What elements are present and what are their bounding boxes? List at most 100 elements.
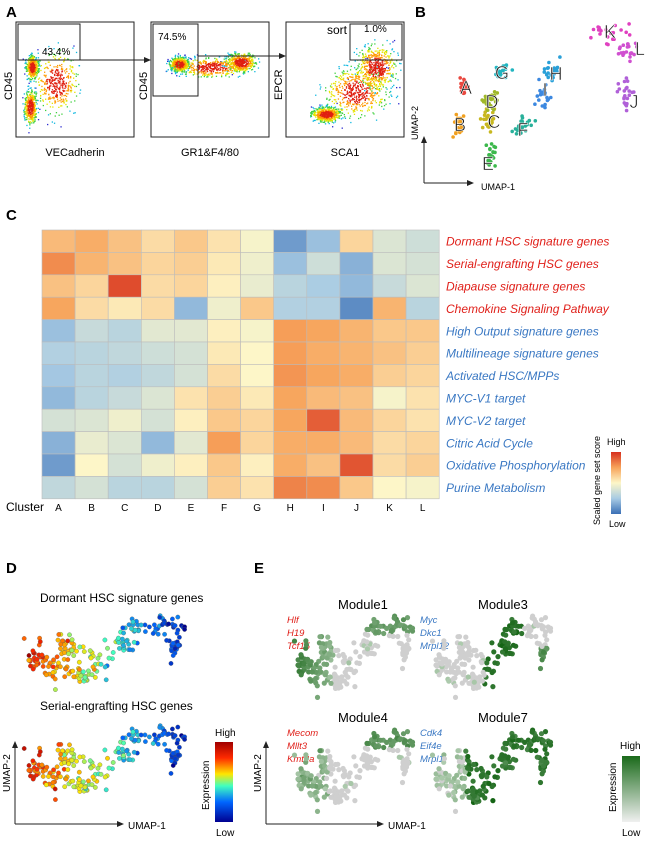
flow-dot — [26, 97, 29, 99]
flow-dot — [61, 105, 63, 107]
flow-dot — [181, 59, 183, 62]
flow-dot — [222, 62, 224, 65]
flow-dot — [379, 53, 381, 55]
flow-dot — [226, 69, 228, 71]
flow-dot — [353, 94, 356, 96]
flow-dot — [174, 60, 176, 63]
flow-dot — [373, 70, 375, 72]
flow-dot — [319, 115, 321, 117]
heatmap-cell — [273, 364, 308, 388]
flow-dot — [364, 53, 367, 55]
flow-dot — [169, 64, 172, 66]
flow-dot — [223, 70, 225, 72]
flow-dot — [220, 61, 223, 64]
flow-dot — [31, 57, 34, 59]
flow-dot — [231, 63, 234, 65]
flow-dot — [30, 108, 32, 110]
flow-dot — [328, 106, 330, 108]
flow-dot — [385, 61, 388, 63]
umap-dot — [152, 732, 157, 738]
flow-dot — [389, 68, 391, 70]
flow-dot — [252, 58, 254, 60]
flow-dot — [357, 71, 360, 73]
flow-dot — [56, 95, 58, 97]
flow-dot — [50, 76, 52, 78]
flow-dot — [364, 98, 367, 100]
heatmap — [41, 229, 440, 500]
flow-dot — [31, 122, 33, 124]
umap-dot — [71, 763, 77, 768]
flow-dot — [72, 84, 74, 87]
flow-dot — [384, 68, 386, 70]
flow-dot — [369, 48, 371, 50]
flow-dot — [57, 88, 60, 90]
flow-dot — [31, 69, 33, 71]
flow-dot — [234, 61, 236, 63]
flow-dot — [382, 62, 384, 64]
flow-dot — [370, 67, 372, 69]
flow-dot — [327, 117, 329, 120]
flow-dot — [190, 58, 193, 60]
flow-dot — [360, 109, 362, 112]
flow-dot — [33, 113, 36, 115]
flow-dot — [216, 64, 218, 66]
flow-dot — [374, 100, 376, 102]
flow-dot — [65, 84, 67, 86]
flow-dot — [370, 56, 373, 58]
flow-dot — [336, 111, 338, 113]
heatmap-cell — [306, 364, 341, 388]
flow-dot — [356, 72, 358, 74]
flow-dot — [379, 58, 381, 60]
flow-dot — [32, 116, 34, 119]
flow-dot — [375, 73, 377, 75]
flow-dot — [339, 83, 342, 85]
flow-dot — [366, 78, 368, 81]
flow-dot — [216, 61, 219, 63]
flow-dot — [352, 88, 354, 90]
flow-dot — [31, 70, 33, 72]
flow-dot — [319, 105, 322, 107]
flow-dot — [378, 50, 380, 52]
umap-dot — [124, 638, 130, 644]
flow-dot — [343, 101, 345, 103]
flow-dot — [234, 68, 236, 70]
flow-dot — [205, 72, 207, 74]
heatmap-cell — [405, 431, 440, 455]
umap-cluster-dot — [542, 70, 547, 74]
flow-dot — [330, 86, 332, 88]
umap-cluster-dot — [487, 157, 491, 161]
flow-dot — [247, 71, 249, 73]
flow-dot — [347, 78, 349, 80]
flow-dot — [379, 90, 381, 92]
flow-dot — [58, 72, 60, 74]
flow-arrow-2 — [279, 53, 286, 59]
flow-dot — [325, 115, 327, 117]
flow-dot — [194, 73, 196, 75]
flow-dot — [54, 71, 56, 73]
flow-dot — [219, 69, 221, 71]
flow-dot — [334, 119, 337, 122]
flow-dot — [29, 121, 32, 123]
flow-dot — [51, 71, 53, 73]
flow-dot — [246, 69, 248, 71]
flow-dot — [26, 109, 29, 111]
flow-dot — [217, 72, 219, 74]
flow-dot — [43, 89, 45, 91]
flow-dot — [26, 75, 28, 77]
umap-cluster-dot — [485, 161, 490, 166]
flow-dot — [204, 65, 206, 68]
flow-dot — [33, 122, 35, 124]
flow-dot — [194, 69, 196, 71]
flow-dot — [317, 112, 319, 114]
flow-dot — [45, 89, 48, 91]
flow-dot — [370, 72, 372, 75]
flow-dot — [355, 77, 357, 80]
umap-dot — [95, 655, 101, 661]
umap-dot — [56, 660, 61, 666]
flow-dot — [357, 85, 359, 87]
flow-dot — [32, 120, 34, 122]
flow-dot — [312, 120, 314, 122]
flow-dot — [361, 114, 363, 116]
flow-dot — [317, 115, 319, 117]
flow-dot — [385, 51, 388, 53]
